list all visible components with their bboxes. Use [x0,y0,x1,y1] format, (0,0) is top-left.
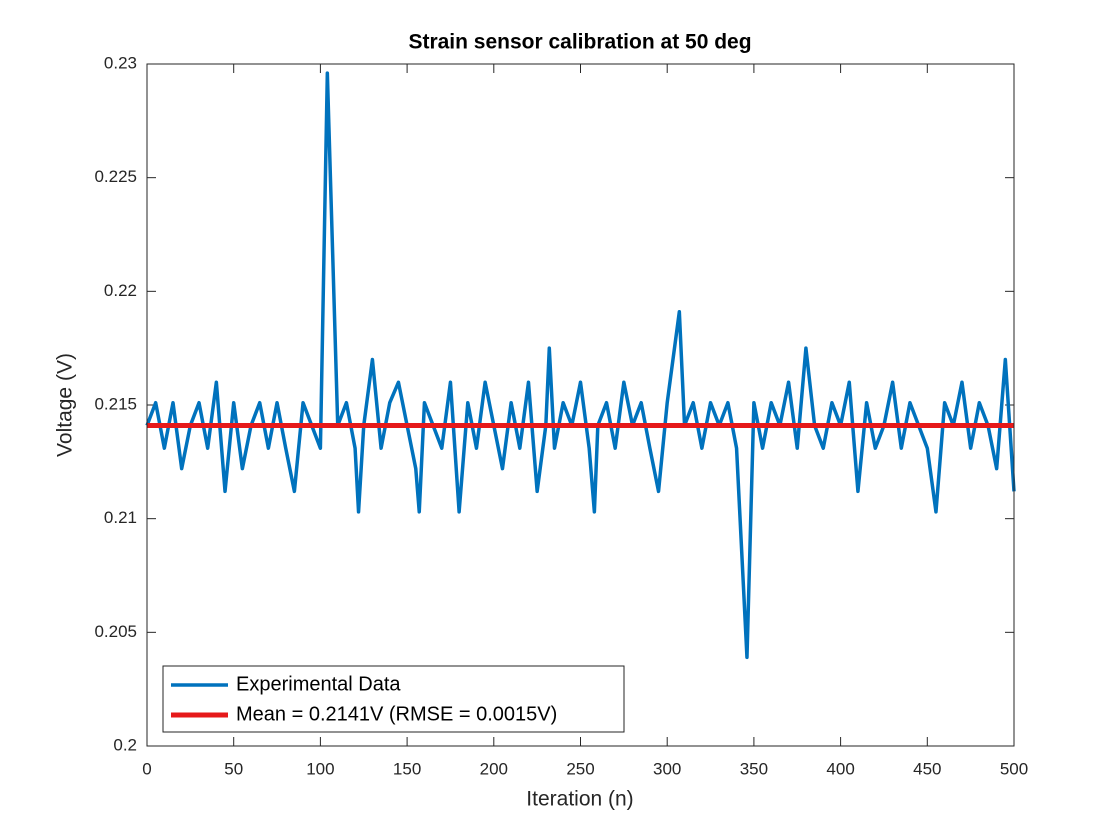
legend-label: Mean = 0.2141V (RMSE = 0.0015V) [236,703,557,725]
y-axis-label: Voltage (V) [54,353,77,457]
x-tick-label: 200 [480,759,508,778]
y-tick-label: 0.21 [104,508,137,527]
x-tick-label: 300 [653,759,681,778]
plot-frame [146,63,1015,747]
legend-label: Experimental Data [236,673,401,695]
y-tick-label: 0.205 [94,622,137,641]
x-tick-label: 500 [1000,759,1028,778]
x-tick-label: 150 [393,759,421,778]
legend-box [162,665,625,733]
x-tick-label: 50 [224,759,243,778]
x-tick-label: 350 [740,759,768,778]
chart-title: Strain sensor calibration at 50 deg [408,31,751,54]
x-tick-label: 0 [142,759,151,778]
x-tick-label: 400 [826,759,854,778]
y-tick-label: 0.23 [104,53,137,72]
y-tick-label: 0.22 [104,281,137,300]
y-tick-label: 0.225 [94,167,137,186]
x-tick-label: 450 [913,759,941,778]
y-tick-label: 0.215 [94,394,137,413]
x-tick-label: 250 [566,759,594,778]
x-axis-label: Iteration (n) [526,788,633,811]
y-tick-label: 0.2 [113,735,137,754]
x-tick-label: 100 [306,759,334,778]
